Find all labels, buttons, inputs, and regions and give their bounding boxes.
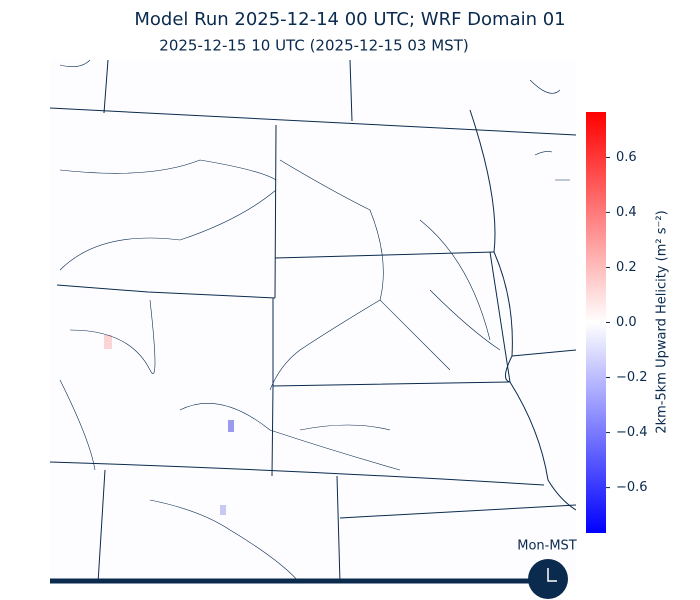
colorbar [586,112,606,533]
map [50,60,576,583]
colorbar-tick-label: 0.6 [616,150,637,165]
colorbar-tick-label: 0.4 [616,205,637,220]
clock-label: Mon-MST [517,539,577,554]
colorbar-tick-label: 0.0 [616,315,637,330]
colorbar-tick-label: −0.6 [616,480,648,495]
title: Model Run 2025-12-14 00 UTC; WRF Domain … [134,9,565,30]
colorbar-tick-label: −0.2 [616,370,648,385]
subtitle: 2025-12-15 10 UTC (2025-12-15 03 MST) [159,37,468,55]
colorbar-label: 2km-5km Upward Helicity (m² s⁻²) [655,210,670,433]
colorbar-tick-label: −0.4 [616,425,648,440]
colorbar-tick-label: 0.2 [616,260,637,275]
